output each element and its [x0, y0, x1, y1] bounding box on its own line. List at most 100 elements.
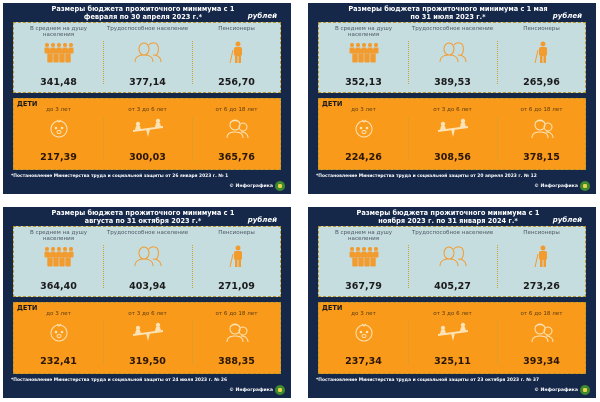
adult-working-age: Трудоспособное население 389,53 — [408, 23, 497, 92]
adult-value: 352,13 — [345, 77, 382, 88]
child-under-3: до 3 лет 232,41 — [14, 303, 103, 373]
child-age-3-to-6: от 3 до 6 лет 308,56 — [408, 99, 497, 169]
teenagers-icon — [192, 117, 281, 143]
adult-value: 271,09 — [218, 281, 255, 292]
adult-working-age: Трудоспособное население 403,94 — [103, 227, 192, 296]
adult-label: Трудоспособное население — [106, 230, 189, 236]
adults-section: В среднем на душу населения 352,13 Трудо… — [318, 22, 586, 93]
panel-title: Размеры бюджета прожиточного минимума с … — [348, 5, 548, 21]
child-value: 217,39 — [40, 152, 77, 163]
child-age-3-to-6: от 3 до 6 лет 319,50 — [103, 303, 192, 373]
adult-value: 403,94 — [129, 281, 166, 292]
elderly-person-icon — [497, 245, 586, 271]
child-value: 378,15 — [523, 152, 560, 163]
divider — [192, 117, 193, 161]
children-heading: ДЕТИ — [17, 304, 38, 312]
divider — [103, 245, 104, 288]
divider — [497, 41, 498, 84]
elderly-person-icon — [497, 41, 586, 67]
brand-label: © Инфографика — [229, 184, 273, 189]
children-section: ДЕТИ до 3 лет 224,26 от 3 до 6 лет 308,5… — [318, 98, 586, 170]
children-section: ДЕТИ до 3 лет 217,39 от 3 до 6 лет 300,0… — [13, 98, 281, 170]
adult-per-capita: В среднем на душу населения 352,13 — [319, 23, 408, 92]
adult-value: 273,26 — [523, 281, 560, 292]
child-value: 365,76 — [218, 152, 255, 163]
divider — [192, 245, 193, 288]
adult-label: Пенсионеры — [523, 26, 560, 32]
child-label: от 6 до 18 лет — [215, 107, 258, 113]
child-label: от 6 до 18 лет — [520, 107, 563, 113]
children-heading: ДЕТИ — [322, 100, 343, 108]
unit-label: рублей — [247, 12, 277, 20]
adult-label: В среднем на душу населения — [29, 26, 88, 39]
child-under-3: до 3 лет 224,26 — [319, 99, 408, 169]
emblem-logo — [275, 181, 285, 191]
child-value: 224,26 — [345, 152, 382, 163]
child-under-3: до 3 лет 217,39 — [14, 99, 103, 169]
divider — [103, 321, 104, 365]
subsistence-panel: Размеры бюджета прожиточного минимума с … — [3, 207, 291, 398]
children-heading: ДЕТИ — [322, 304, 343, 312]
elderly-person-icon — [192, 41, 281, 67]
teenagers-icon — [192, 321, 281, 347]
subsistence-panel: Размеры бюджета прожиточного минимума с … — [308, 3, 596, 194]
adult-per-capita: В среднем на душу населения 341,48 — [14, 23, 103, 92]
divider — [408, 245, 409, 288]
adult-value: 405,27 — [434, 281, 471, 292]
adult-per-capita: В среднем на душу населения 367,79 — [319, 227, 408, 296]
emblem-logo — [580, 181, 590, 191]
child-label: от 6 до 18 лет — [520, 311, 563, 317]
child-label: от 6 до 18 лет — [215, 311, 258, 317]
baby-icon — [14, 117, 103, 143]
subsistence-panel: Размеры бюджета прожиточного минимума с … — [308, 207, 596, 398]
unit-label: рублей — [552, 12, 582, 20]
adult-pensioners: Пенсионеры 273,26 — [497, 227, 586, 296]
seesaw-icon — [103, 117, 192, 143]
panel-title: Размеры бюджета прожиточного минимума с … — [51, 5, 235, 21]
child-age-6-to-18: от 6 до 18 лет 365,76 — [192, 99, 281, 169]
divider — [103, 41, 104, 84]
emblem-logo — [275, 385, 285, 395]
couple-icon — [408, 41, 497, 67]
adult-value: 367,79 — [345, 281, 382, 292]
children-heading: ДЕТИ — [17, 100, 38, 108]
footnote: *Постановление Министерства труда и соци… — [316, 378, 540, 383]
adult-pensioners: Пенсионеры 256,70 — [192, 23, 281, 92]
adult-working-age: Трудоспособное население 377,14 — [103, 23, 192, 92]
divider — [408, 117, 409, 161]
divider — [408, 321, 409, 365]
adult-label: Пенсионеры — [218, 26, 255, 32]
adult-value: 265,96 — [523, 77, 560, 88]
adult-label: Трудоспособное население — [411, 230, 494, 236]
child-value: 308,56 — [434, 152, 471, 163]
elderly-person-icon — [192, 245, 281, 271]
child-age-6-to-18: от 6 до 18 лет 393,34 — [497, 303, 586, 373]
divider — [103, 117, 104, 161]
child-value: 237,34 — [345, 356, 382, 367]
brand-label: © Инфографика — [534, 388, 578, 393]
child-age-6-to-18: от 6 до 18 лет 388,35 — [192, 303, 281, 373]
adult-label: Трудоспособное население — [106, 26, 189, 32]
child-label: от 3 до 6 лет — [433, 311, 472, 317]
baby-icon — [319, 321, 408, 347]
child-label: до 3 лет — [351, 311, 376, 317]
brand-label: © Инфографика — [229, 388, 273, 393]
child-value: 325,11 — [434, 356, 471, 367]
child-under-3: до 3 лет 237,34 — [319, 303, 408, 373]
people-group-icon — [319, 41, 408, 67]
divider — [192, 321, 193, 365]
child-value: 388,35 — [218, 356, 255, 367]
footnote: *Постановление Министерства труда и соци… — [11, 174, 229, 179]
adult-label: Пенсионеры — [523, 230, 560, 236]
unit-label: рублей — [247, 216, 277, 224]
child-age-3-to-6: от 3 до 6 лет 300,03 — [103, 99, 192, 169]
brand-label: © Инфографика — [534, 184, 578, 189]
adult-value: 256,70 — [218, 77, 255, 88]
adult-pensioners: Пенсионеры 265,96 — [497, 23, 586, 92]
child-label: от 3 до 6 лет — [128, 311, 167, 317]
couple-icon — [103, 41, 192, 67]
people-group-icon — [14, 245, 103, 271]
adult-pensioners: Пенсионеры 271,09 — [192, 227, 281, 296]
children-section: ДЕТИ до 3 лет 232,41 от 3 до 6 лет 319,5… — [13, 302, 281, 374]
adult-label: В среднем на душу населения — [334, 230, 393, 243]
